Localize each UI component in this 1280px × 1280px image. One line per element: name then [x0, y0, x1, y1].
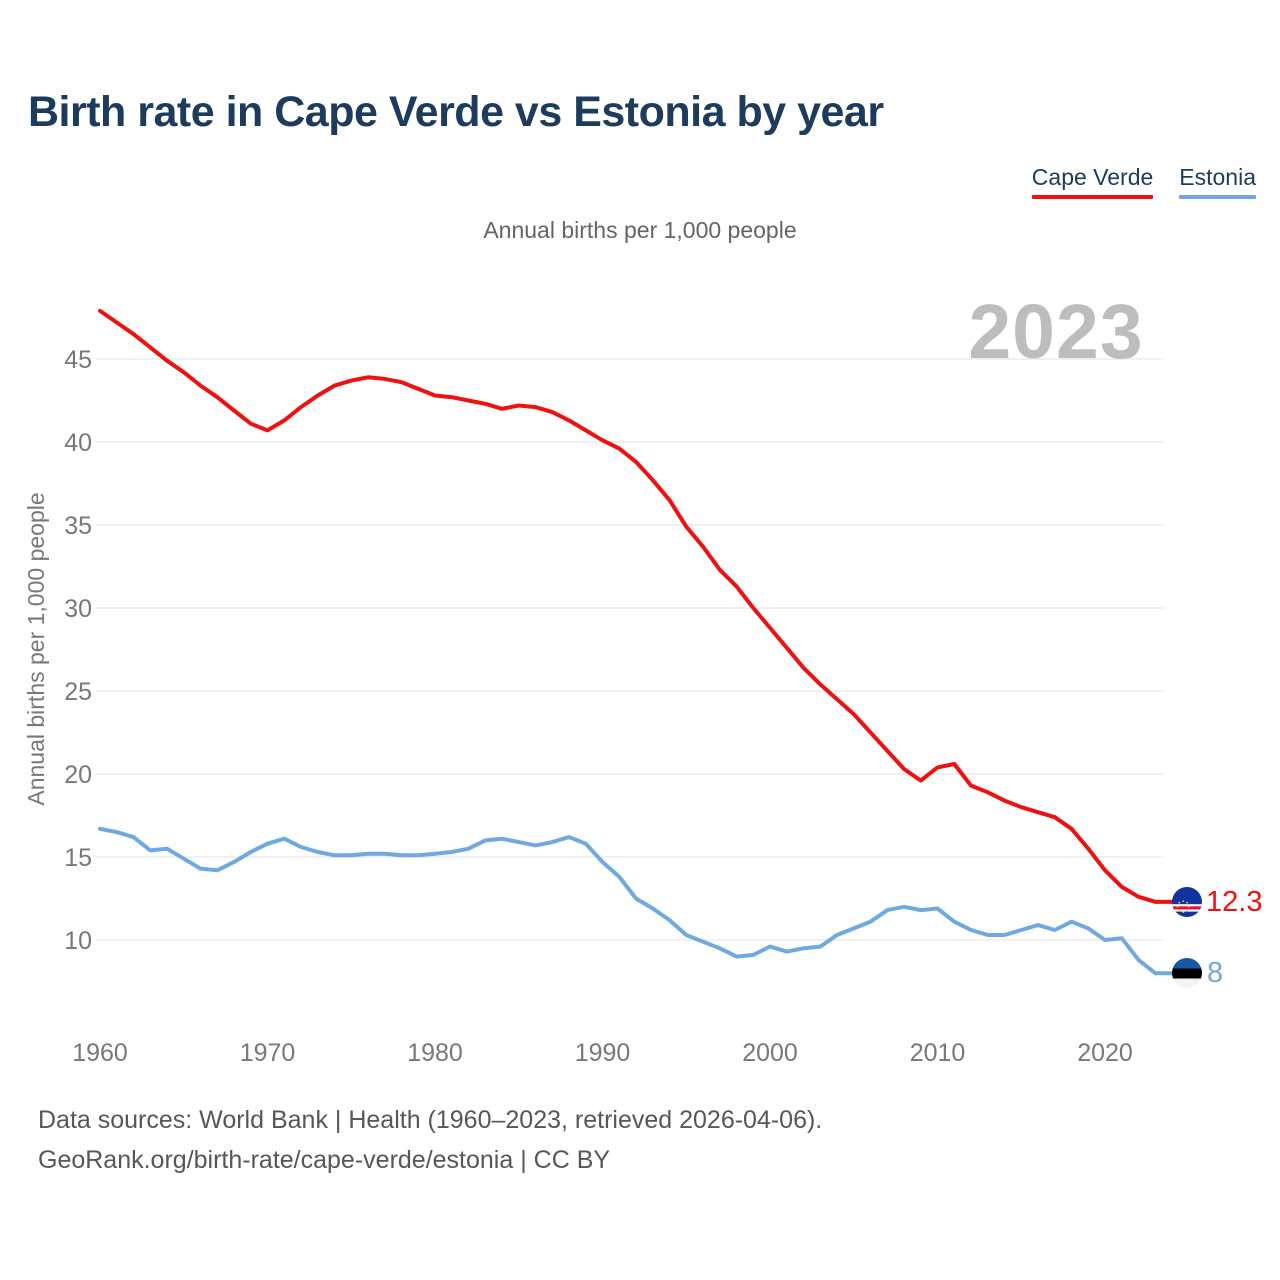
- chart-subtitle: Annual births per 1,000 people: [483, 217, 797, 243]
- x-tick-label: 2010: [910, 1039, 966, 1067]
- y-axis-title: Annual births per 1,000 people: [23, 492, 49, 805]
- x-tick-label: 1980: [407, 1039, 463, 1067]
- cape-verde-end-value-label: 12.3: [1206, 886, 1262, 918]
- x-tick-label: 1960: [72, 1039, 128, 1067]
- legend-item-estonia[interactable]: Estonia: [1179, 164, 1256, 199]
- estonia-flag-icon: [1172, 958, 1202, 988]
- x-tick-label: 1990: [575, 1039, 631, 1067]
- estonia-end-value-label: 8: [1207, 957, 1223, 989]
- y-tick-label: 35: [64, 512, 92, 540]
- y-tick-label: 20: [64, 761, 92, 789]
- legend-label-cape-verde: Cape Verde: [1031, 164, 1154, 190]
- y-tick-label: 10: [64, 927, 92, 955]
- cape-verde-flag-icon: [1172, 887, 1202, 917]
- y-axis-tick-labels: 45 40 35 30 25 20 15 10: [64, 346, 92, 955]
- series-line-estonia: [98, 826, 1158, 976]
- y-tick-label: 30: [64, 595, 92, 623]
- x-tick-label: 2000: [742, 1039, 798, 1067]
- legend-item-cape-verde[interactable]: Cape Verde: [1031, 164, 1154, 199]
- y-tick-label: 40: [64, 429, 92, 457]
- y-tick-label: 25: [64, 678, 92, 706]
- page-title: Birth rate in Cape Verde vs Estonia by y…: [28, 88, 884, 136]
- legend-label-estonia: Estonia: [1179, 164, 1256, 190]
- legend-swatch-estonia: [1179, 195, 1256, 199]
- legend: Cape Verde Estonia: [1031, 164, 1256, 199]
- x-axis-tick-labels: 1960 1970 1980 1990 2000 2010 2020: [72, 1039, 1133, 1067]
- y-tick-label: 15: [64, 844, 92, 872]
- series-lines: [98, 308, 1176, 976]
- attribution-line: GeoRank.org/birth-rate/cape-verde/estoni…: [38, 1146, 611, 1174]
- chart-footer: Data sources: World Bank | Health (1960–…: [38, 1100, 822, 1180]
- x-tick-label: 2020: [1077, 1039, 1133, 1067]
- x-tick-label: 1970: [240, 1039, 296, 1067]
- watermark-year: 2023: [968, 289, 1143, 375]
- series-line-cape-verde: [98, 308, 1158, 904]
- gridlines: [96, 358, 1163, 941]
- data-sources-line: Data sources: World Bank | Health (1960–…: [38, 1106, 823, 1134]
- legend-swatch-cape-verde: [1031, 195, 1154, 199]
- y-tick-label: 45: [64, 346, 92, 374]
